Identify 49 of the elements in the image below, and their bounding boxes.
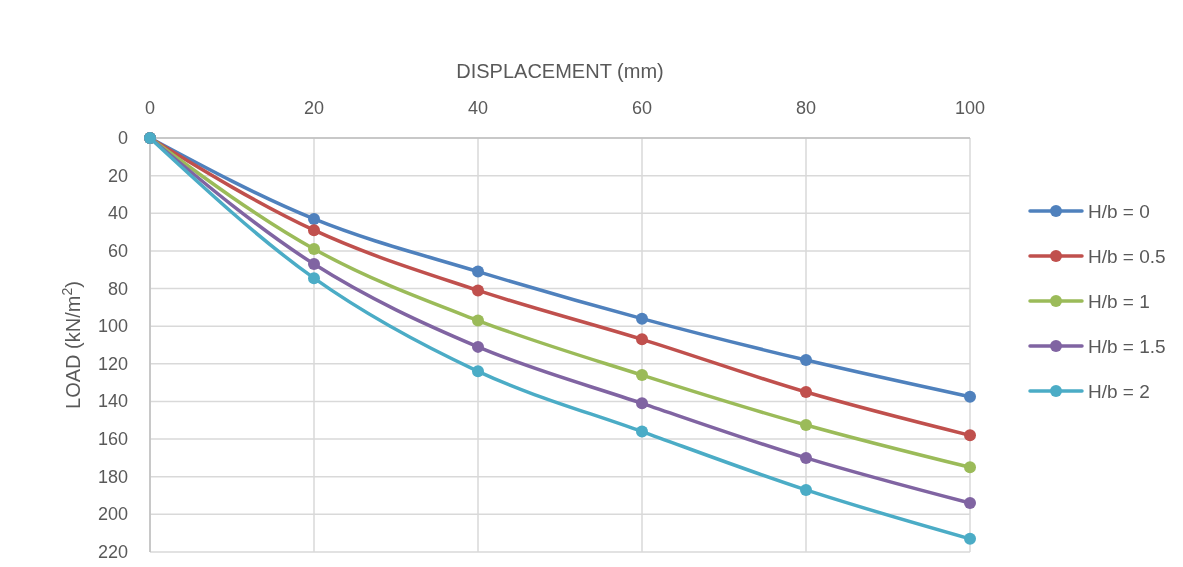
point (308, 212, 320, 225)
point (800, 354, 812, 367)
legend-label: H/b = 1.5 (1088, 336, 1166, 357)
y-tick-label: 80 (107, 278, 128, 299)
legend-label: H/b = 2 (1088, 381, 1150, 402)
point (800, 418, 812, 431)
x-tick-label: 0 (144, 98, 156, 118)
y-tick-label: 0 (117, 128, 128, 148)
y-tick-label: 20 (107, 165, 128, 186)
point (800, 451, 812, 464)
y-tick-label: 140 (97, 391, 128, 412)
x-tick-label: 20 (303, 98, 325, 118)
point (472, 340, 484, 353)
y-tick-label: 120 (97, 353, 128, 374)
x-tick-label: 40 (467, 98, 489, 118)
point (308, 243, 320, 256)
legend-label: H/b = 1 (1088, 291, 1150, 312)
y-tick-label: 180 (97, 466, 128, 487)
x-tick-label: 100 (954, 98, 986, 118)
point (964, 461, 976, 474)
x-tick-label: 80 (795, 98, 817, 118)
point (636, 425, 648, 438)
point (964, 497, 976, 510)
y-tick-label: 160 (97, 429, 128, 450)
x-axis-title: DISPLACEMENT (mm) (456, 60, 664, 82)
point (964, 532, 976, 545)
point (472, 265, 484, 278)
point (636, 397, 648, 410)
point (964, 429, 976, 442)
y-tick-label: 220 (97, 542, 128, 562)
point (636, 369, 648, 382)
point (800, 386, 812, 399)
y-tick-label: 200 (97, 504, 128, 525)
point (964, 390, 976, 403)
point (308, 258, 320, 271)
point (308, 224, 320, 237)
legend-label: H/b = 0.5 (1088, 246, 1166, 267)
legend-label: H/b = 0 (1088, 201, 1150, 222)
x-tick-label: 60 (631, 98, 653, 118)
point (472, 284, 484, 297)
point (800, 483, 812, 496)
point (308, 272, 320, 285)
point (636, 312, 648, 325)
point (472, 314, 484, 327)
point (472, 365, 484, 378)
y-tick-label: 100 (97, 316, 128, 337)
y-tick-label: 60 (107, 240, 128, 261)
point (636, 333, 648, 346)
y-tick-label: 40 (107, 203, 128, 224)
